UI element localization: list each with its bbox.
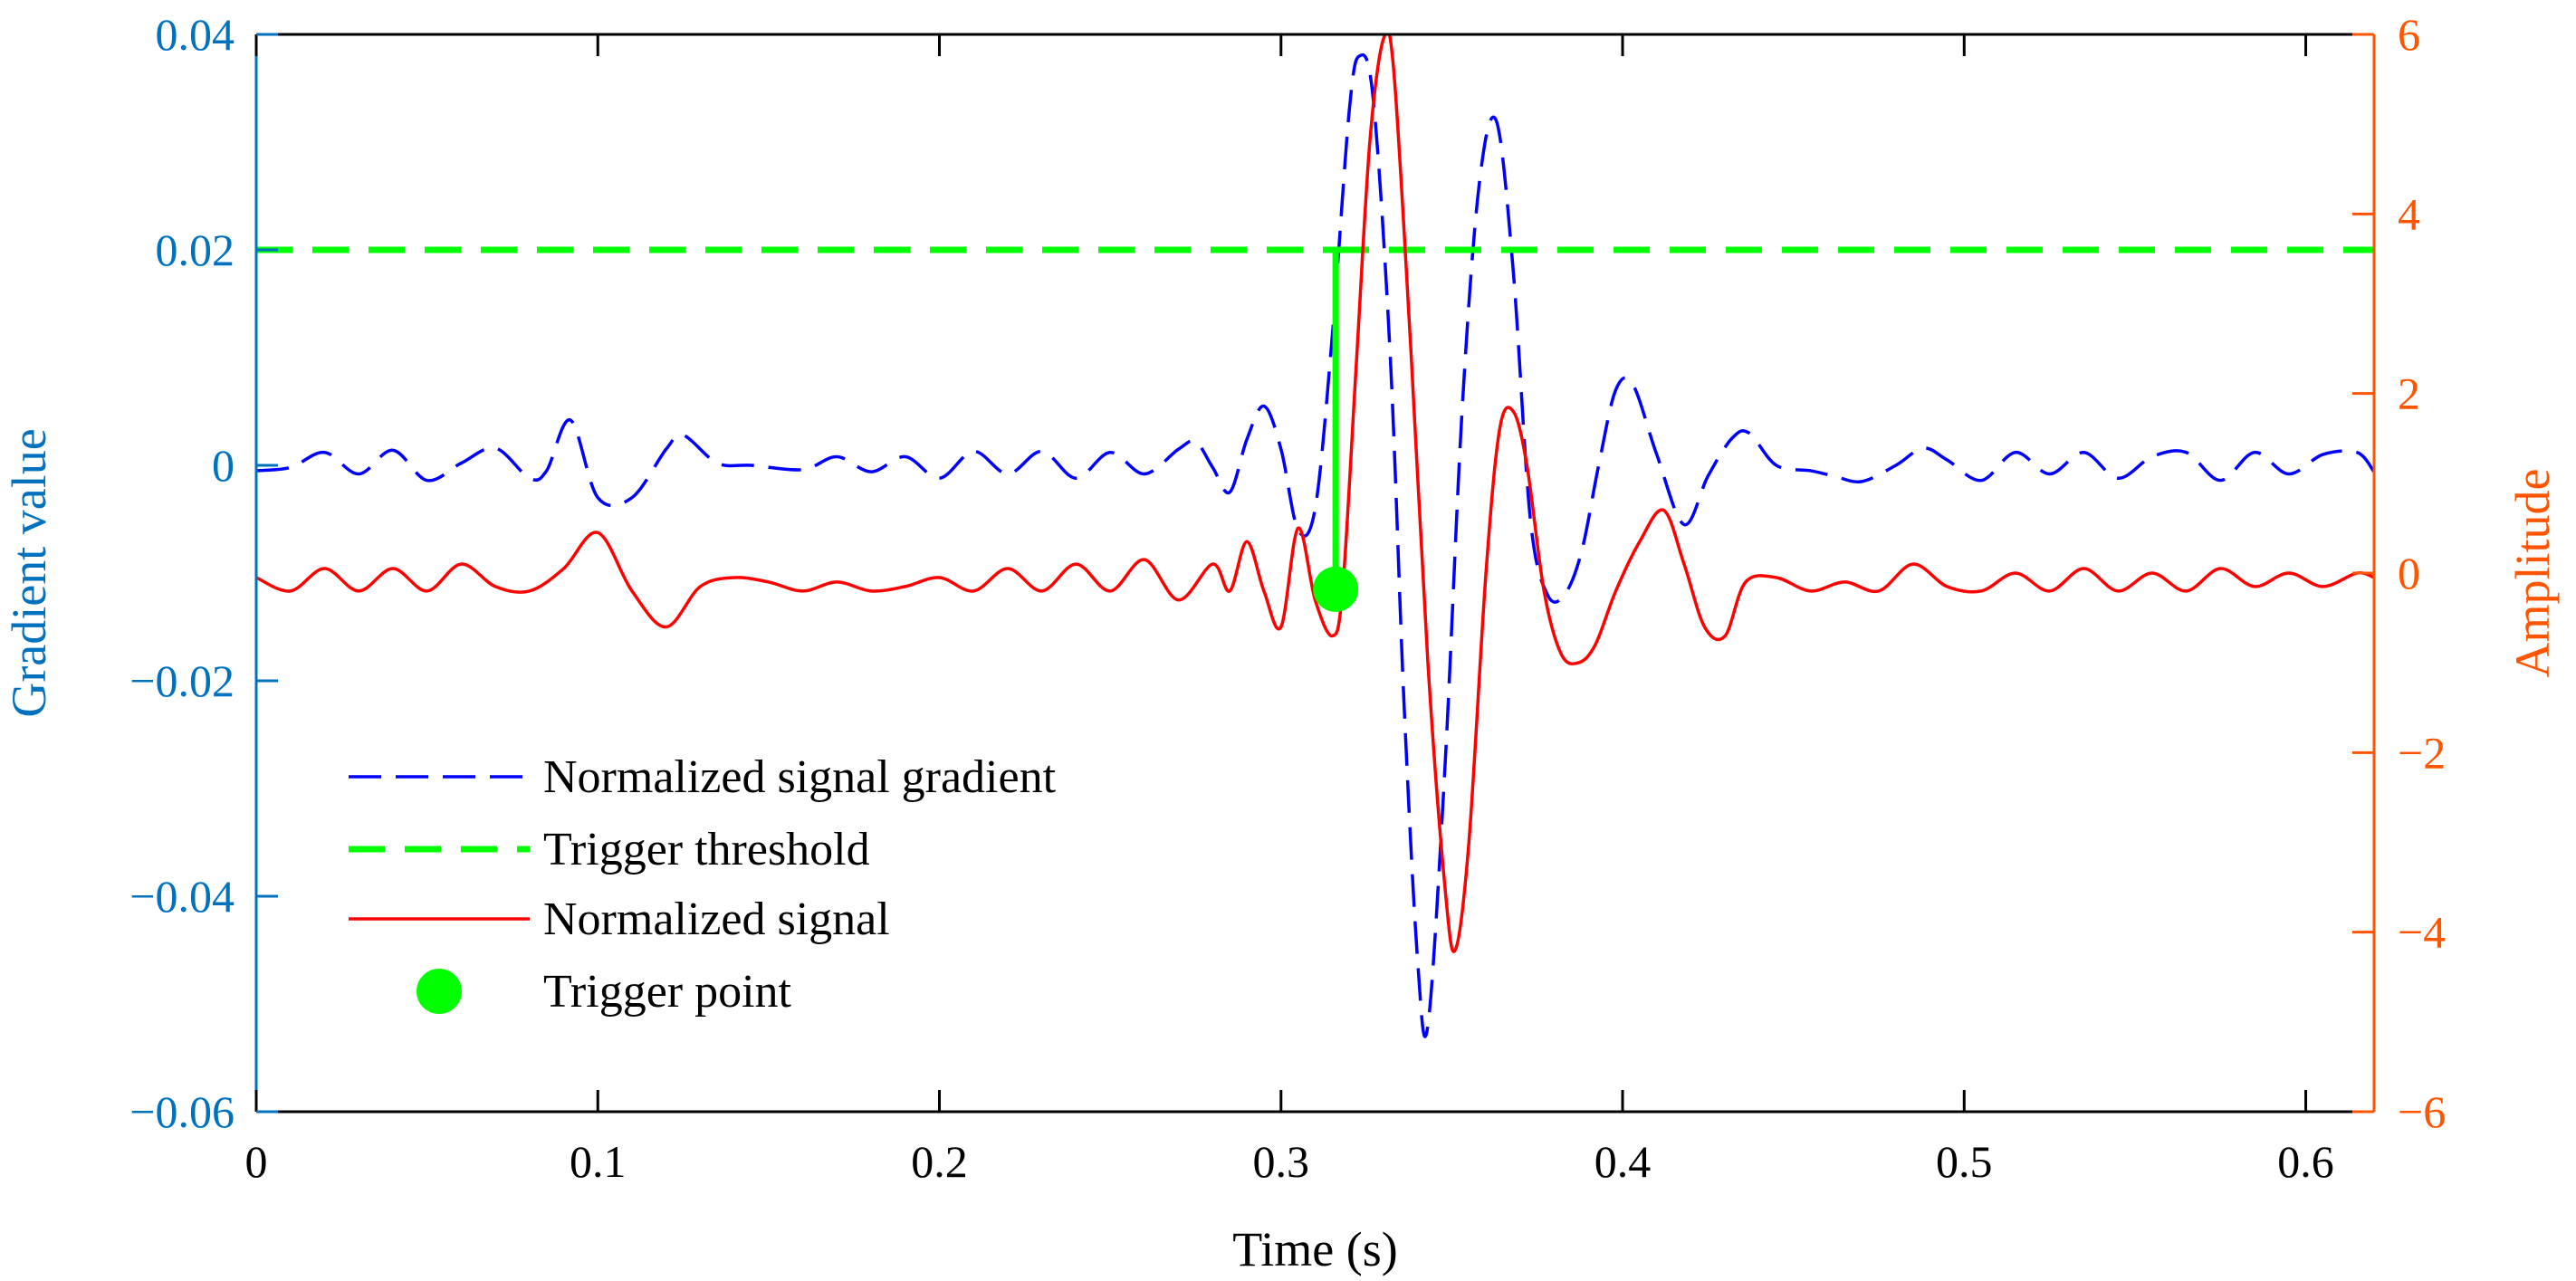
left-tick-label: 0.02 [156,225,235,275]
trigger-point-marker [1313,566,1359,612]
left-tick-label: 0.04 [156,9,235,60]
tick-layer: 0 0.1 0.2 0.3 0.4 0.5 0.6 −0.06 −0.04 −0.02 0 0.02 0… [2,9,2560,1276]
normalized-signal-gradient-line [256,53,2374,1038]
normalized-signal-line [256,34,2374,953]
legend-label-trigger-point: Trigger point [543,966,792,1018]
x-tick-label: 0.4 [1594,1136,1652,1187]
left-axis-label: Gradient value [2,428,56,717]
x-tick-label: 0.6 [2277,1136,2334,1187]
right-tick-label: 6 [2398,9,2420,60]
right-tick-label: 4 [2398,188,2420,239]
legend-swatch-trigger-point [417,969,462,1014]
right-tick-label: −2 [2398,727,2446,778]
right-tick-label: −6 [2398,1086,2446,1137]
left-tick-label: −0.06 [129,1086,235,1137]
x-axis-label: Time (s) [1232,1222,1398,1276]
right-axis-label: Amplitude [2505,469,2560,678]
right-tick-label: 2 [2398,368,2420,419]
left-tick-label: −0.04 [129,871,235,922]
legend: Normalized signal gradient Trigger thresh… [349,751,1057,1018]
legend-label-normalized-signal-gradient: Normalized signal gradient [543,751,1057,803]
axes-layer [254,33,2376,1114]
series-layer [256,34,2374,1038]
trigger-threshold-line [256,246,2374,586]
legend-label-normalized-signal: Normalized signal [543,894,890,945]
x-tick-label: 0.3 [1253,1136,1310,1187]
left-tick-label: −0.02 [129,655,235,706]
left-tick-label: 0 [212,440,235,491]
x-tick-label: 0.2 [911,1136,968,1187]
right-tick-label: 0 [2398,548,2420,598]
legend-label-trigger-threshold: Trigger threshold [543,824,870,875]
x-tick-label: 0.5 [1936,1136,1993,1187]
right-tick-label: −4 [2398,907,2446,958]
x-tick-label: 0.1 [570,1136,627,1187]
x-tick-label: 0 [245,1136,268,1187]
